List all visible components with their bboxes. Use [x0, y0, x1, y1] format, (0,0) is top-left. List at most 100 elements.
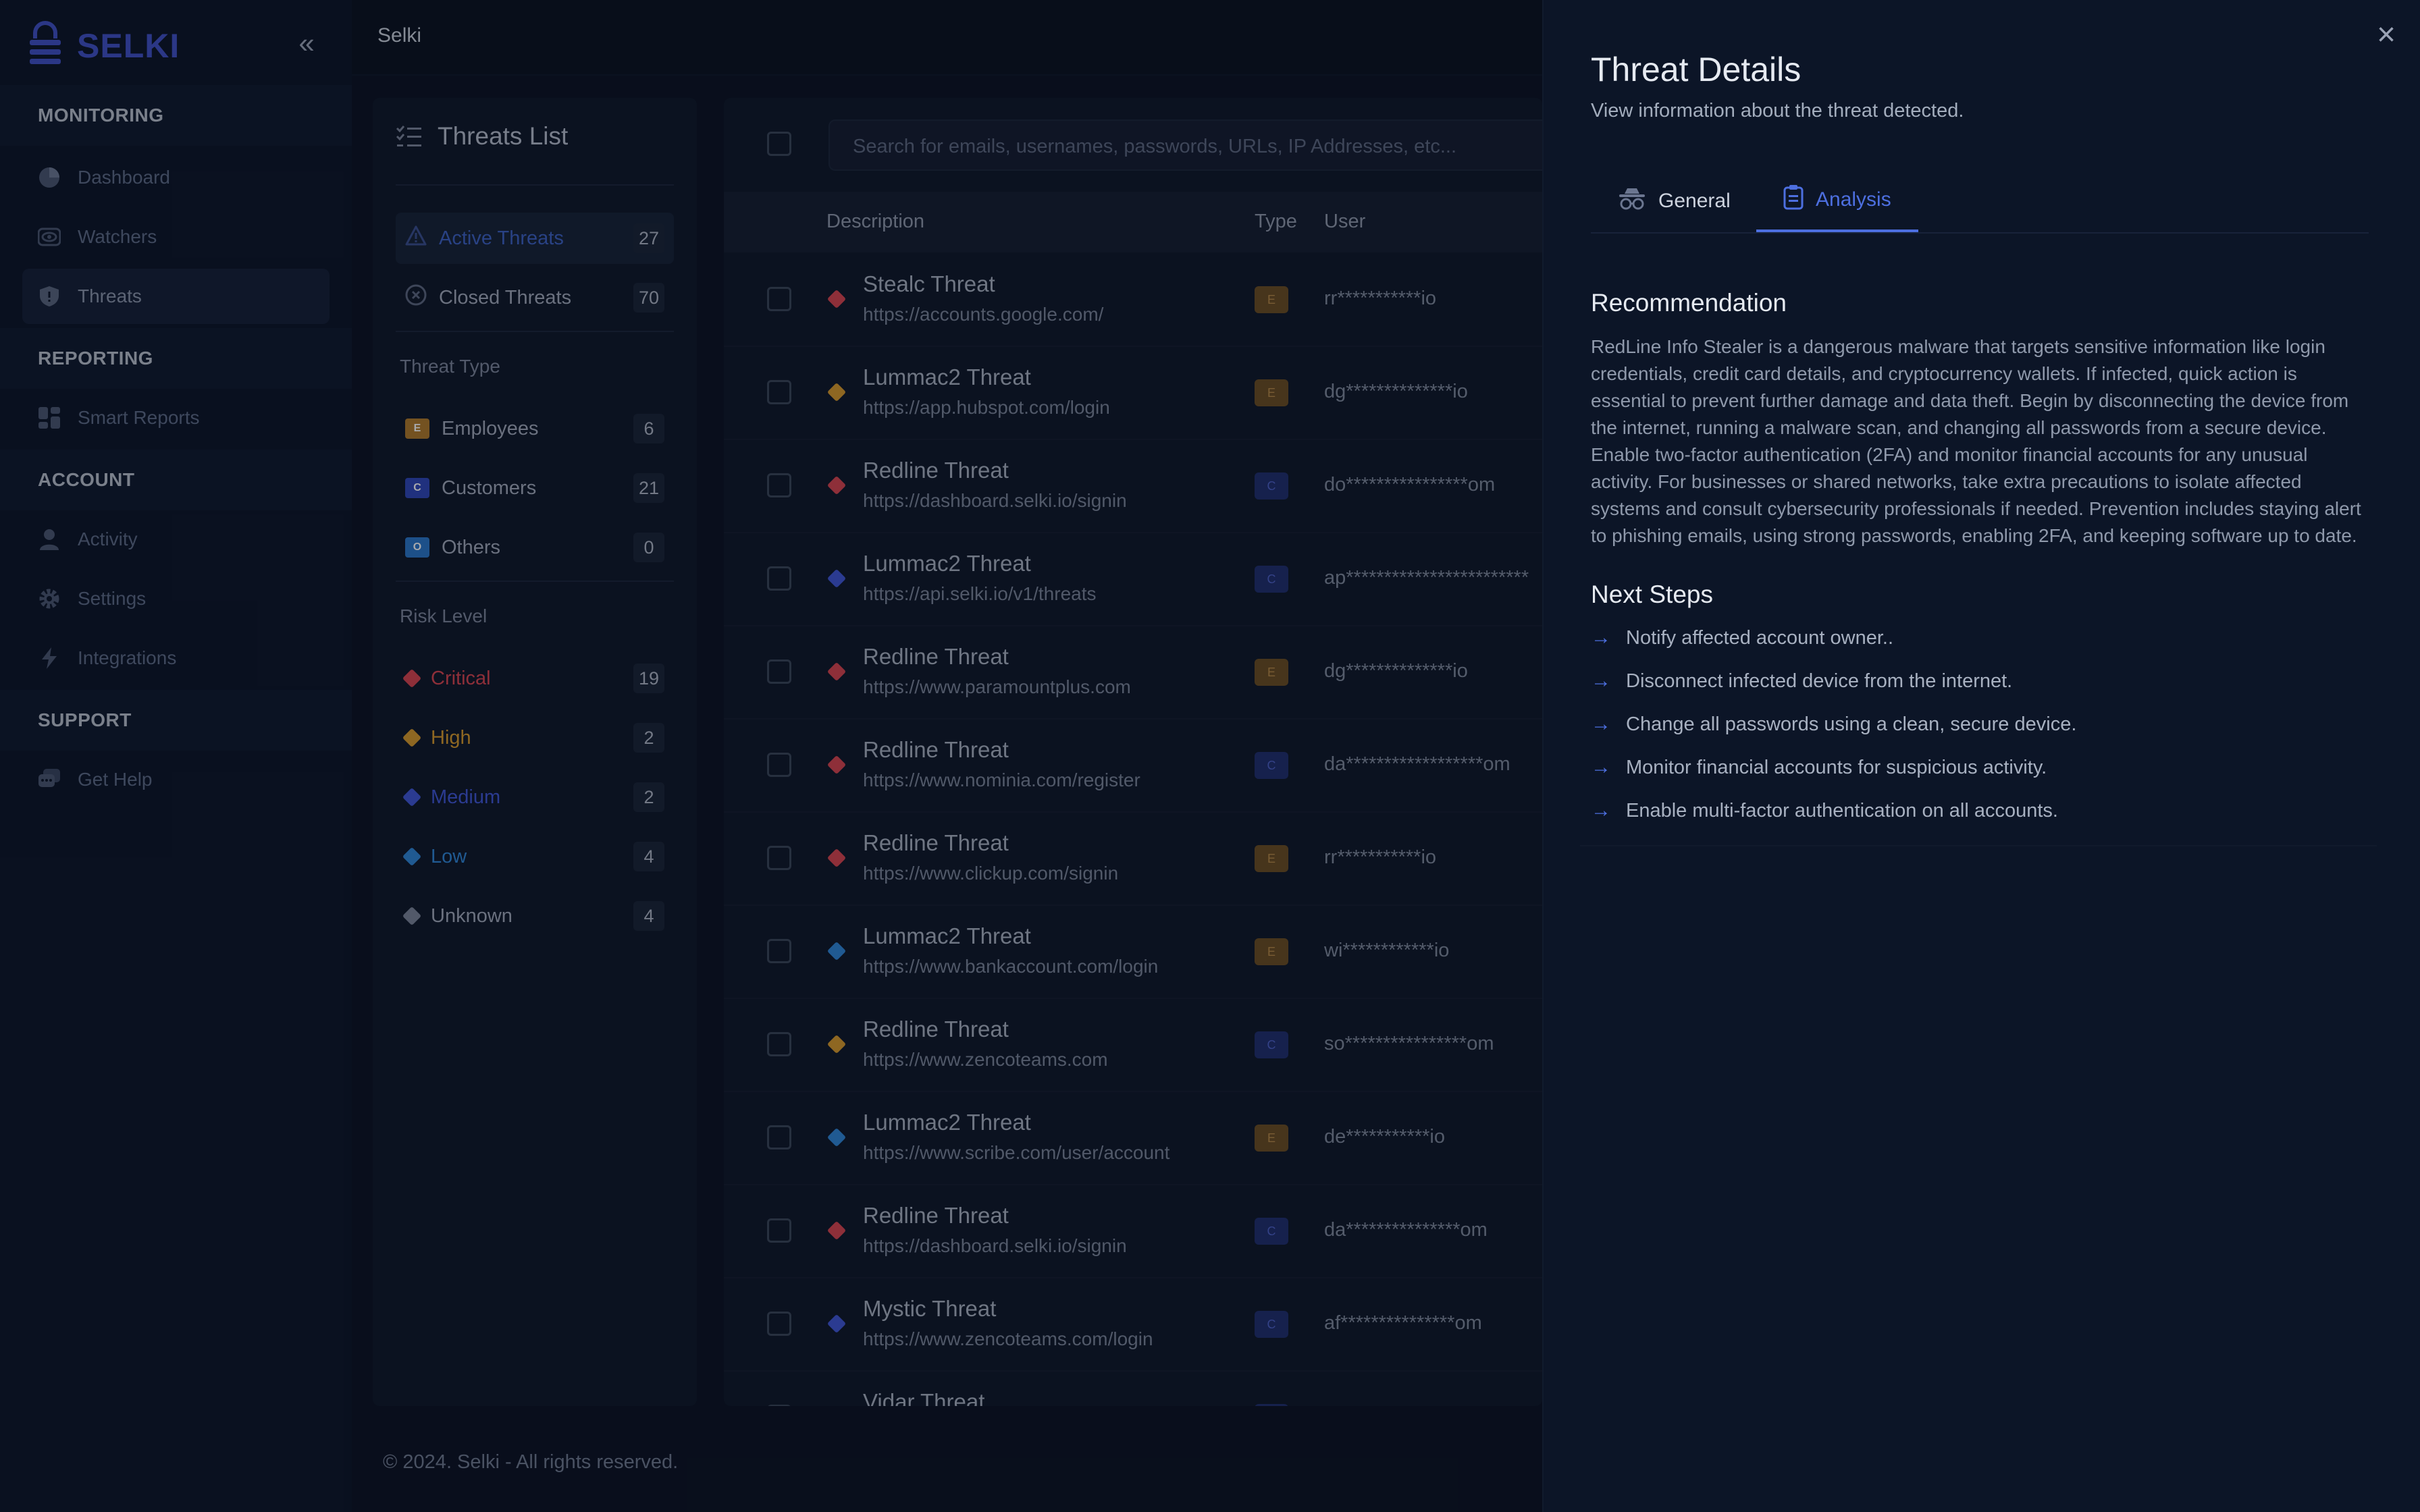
masked-user: do****************om — [1324, 474, 1496, 495]
close-drawer-button[interactable]: × — [2371, 17, 2401, 53]
column-description[interactable]: Description — [826, 211, 925, 232]
table-row[interactable]: Mystic Threat https://www.zencoteams.com/… — [724, 1277, 1542, 1372]
top-bar: Selki — [352, 0, 1542, 76]
next-step-item: → Monitor financial accounts for suspicio… — [1591, 756, 2047, 779]
list-check-icon — [396, 125, 423, 153]
table-row[interactable]: Redline Threat https://www.nominia.com/re… — [724, 718, 1542, 813]
threat-url: https://www.bankaccount.com/login — [863, 956, 1159, 977]
tab-analysis[interactable]: Analysis — [1756, 170, 1918, 232]
row-checkbox[interactable] — [767, 939, 791, 963]
table-row[interactable]: Redline Threat https://www.zencoteams.com… — [724, 998, 1542, 1092]
column-type[interactable]: Type — [1255, 211, 1297, 232]
filter-type-others[interactable]: O Others 0 — [396, 522, 674, 573]
row-checkbox[interactable] — [767, 1125, 791, 1150]
select-all-checkbox[interactable] — [767, 132, 791, 156]
table-row[interactable]: Vidar Threat C — [724, 1370, 1542, 1406]
next-step-text: Change all passwords using a clean, secu… — [1626, 713, 2077, 735]
drawer-subtitle: View information about the threat detect… — [1591, 100, 1964, 122]
masked-user: wi************io — [1324, 940, 1450, 961]
next-steps-heading: Next Steps — [1591, 580, 1713, 608]
threat-url: https://www.clickup.com/signin — [863, 863, 1119, 884]
sidebar-item-settings[interactable]: Settings — [22, 571, 330, 626]
filter-type-customers[interactable]: C Customers 21 — [396, 462, 674, 514]
filter-active-threats[interactable]: Active Threats 27 — [396, 213, 674, 264]
table-row[interactable]: Redline Threat https://www.paramountplus.… — [724, 625, 1542, 720]
table-row[interactable]: Stealc Threat https://accounts.google.com… — [724, 252, 1542, 347]
sidebar-item-label: Dashboard — [78, 167, 170, 188]
row-checkbox[interactable] — [767, 566, 791, 591]
arrow-right-icon: → — [1591, 670, 1611, 692]
collapse-sidebar-button[interactable]: « — [292, 28, 321, 58]
sidebar-item-integrations[interactable]: Integrations — [22, 630, 330, 686]
search-input[interactable]: Search for emails, usernames, passwords,… — [828, 119, 1542, 171]
tab-label: Analysis — [1816, 188, 1891, 211]
row-checkbox[interactable] — [767, 287, 791, 311]
row-checkbox[interactable] — [767, 753, 791, 777]
table-row[interactable]: Redline Threat https://dashboard.selki.io… — [724, 439, 1542, 533]
breadcrumb[interactable]: Selki — [377, 24, 422, 47]
risk-diamond-icon — [826, 1127, 847, 1148]
filter-risk-low[interactable]: Low 4 — [396, 831, 674, 882]
sidebar-item-activity[interactable]: Activity — [22, 512, 330, 567]
threats-list-title: Threats List — [438, 122, 569, 150]
table-row[interactable]: Lummac2 Threat https://www.bankaccount.co… — [724, 905, 1542, 999]
risk-diamond-icon — [826, 755, 847, 775]
type-badge-employees: E — [405, 418, 429, 439]
table-row[interactable]: Lummac2 Threat https://app.hubspot.com/lo… — [724, 346, 1542, 440]
filter-risk-unknown[interactable]: Unknown 4 — [396, 890, 674, 942]
row-checkbox[interactable] — [767, 380, 791, 404]
shield-icon — [37, 284, 61, 308]
risk-diamond-icon — [826, 662, 847, 682]
sidebar-item-label: Smart Reports — [78, 407, 200, 428]
column-user[interactable]: User — [1324, 211, 1366, 232]
sidebar-item-smart-reports[interactable]: Smart Reports — [22, 390, 330, 446]
row-checkbox[interactable] — [767, 659, 791, 684]
threat-details-drawer — [1542, 0, 2420, 1512]
filter-closed-threats[interactable]: Closed Threats 70 — [396, 272, 674, 323]
masked-user: af***************om — [1324, 1312, 1482, 1334]
row-checkbox[interactable] — [767, 473, 791, 497]
sidebar-item-dashboard[interactable]: Dashboard — [22, 150, 330, 205]
logo[interactable]: SELKI — [26, 19, 180, 73]
row-checkbox[interactable] — [767, 1405, 791, 1406]
threat-type-heading: Threat Type — [400, 356, 500, 377]
section-support: SUPPORT — [0, 690, 352, 751]
type-badge: E — [1255, 379, 1288, 406]
filter-risk-high[interactable]: High 2 — [396, 712, 674, 763]
filter-risk-critical[interactable]: Critical 19 — [396, 653, 674, 704]
row-checkbox[interactable] — [767, 1312, 791, 1336]
table-row[interactable]: Redline Threat https://dashboard.selki.io… — [724, 1184, 1542, 1278]
tab-general[interactable]: General — [1591, 170, 1758, 232]
threat-url: https://www.scribe.com/user/account — [863, 1142, 1170, 1163]
row-checkbox[interactable] — [767, 846, 791, 870]
sidebar-item-label: Get Help — [78, 769, 153, 790]
masked-user: ap************************ — [1324, 567, 1529, 589]
sidebar-item-threats[interactable]: Threats — [22, 269, 330, 324]
filter-label: Others — [442, 536, 501, 558]
threat-name: Redline Threat — [863, 830, 1009, 855]
sidebar-item-watchers[interactable]: Watchers — [22, 209, 330, 265]
filter-count: 21 — [633, 473, 664, 503]
row-checkbox[interactable] — [767, 1032, 791, 1056]
pie-chart-icon — [37, 165, 61, 190]
tab-label: General — [1658, 190, 1731, 212]
sidebar: SELKI « MONITORING Dashboard Watchers Th… — [0, 0, 352, 1512]
lock-logo-icon — [26, 20, 65, 72]
type-badge: E — [1255, 286, 1288, 313]
table-row[interactable]: Lummac2 Threat https://www.scribe.com/use… — [724, 1091, 1542, 1185]
next-step-text: Notify affected account owner.. — [1626, 626, 1894, 649]
risk-level-heading: Risk Level — [400, 605, 488, 626]
threat-name: Vidar Threat — [863, 1389, 985, 1406]
threats-table-panel: Search for emails, usernames, passwords,… — [724, 98, 1542, 1406]
filter-risk-medium[interactable]: Medium 2 — [396, 772, 674, 823]
table-row[interactable]: Redline Threat https://www.clickup.com/si… — [724, 811, 1542, 906]
row-checkbox[interactable] — [767, 1218, 791, 1243]
risk-diamond-icon — [826, 1314, 847, 1334]
table-row[interactable]: Lummac2 Threat https://api.selki.io/v1/th… — [724, 532, 1542, 626]
filter-count: 2 — [633, 723, 664, 753]
close-icon: × — [2376, 17, 2396, 53]
sidebar-item-get-help[interactable]: Get Help — [22, 752, 330, 807]
footer-copyright: © 2024. Selki - All rights reserved. — [383, 1451, 679, 1473]
sidebar-item-label: Activity — [78, 529, 138, 549]
filter-type-employees[interactable]: E Employees 6 — [396, 403, 674, 454]
